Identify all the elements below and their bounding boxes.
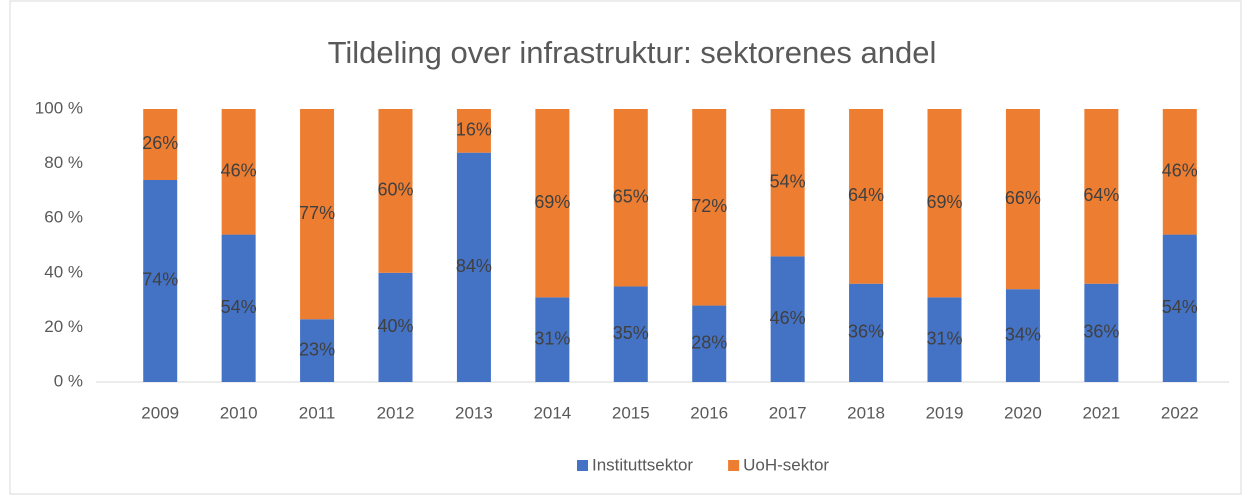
bar-segment bbox=[143, 179, 178, 382]
bar-segment bbox=[1005, 109, 1040, 290]
bar-segment bbox=[300, 319, 335, 382]
x-tick-label: 2017 bbox=[769, 403, 807, 422]
data-label: 16% bbox=[456, 120, 492, 140]
y-tick-label: 80 % bbox=[44, 153, 83, 172]
x-tick-label: 2018 bbox=[847, 403, 885, 422]
x-tick-label: 2020 bbox=[1004, 403, 1042, 422]
x-tick-label: 2021 bbox=[1082, 403, 1120, 422]
bar-segment bbox=[1162, 109, 1197, 235]
x-tick-label: 2016 bbox=[690, 403, 728, 422]
bar-segment bbox=[770, 109, 805, 257]
x-tick-label: 2019 bbox=[926, 403, 964, 422]
bar-segment bbox=[456, 152, 491, 382]
data-label: 64% bbox=[1083, 185, 1119, 205]
data-label: 66% bbox=[1005, 188, 1041, 208]
bar-segment bbox=[927, 297, 962, 382]
bar-segment bbox=[770, 256, 805, 382]
bar-segment bbox=[692, 305, 727, 382]
bar-segment bbox=[378, 272, 413, 382]
data-label: 69% bbox=[926, 192, 962, 212]
data-label: 31% bbox=[534, 328, 570, 348]
bar-segment bbox=[849, 109, 884, 284]
data-label: 46% bbox=[221, 161, 257, 181]
bar-segment bbox=[613, 286, 648, 382]
bar-segment bbox=[300, 109, 335, 320]
data-label: 35% bbox=[613, 323, 649, 343]
y-tick-label: 60 % bbox=[44, 208, 83, 227]
bar-segment bbox=[535, 109, 570, 298]
x-tick-label: 2013 bbox=[455, 403, 493, 422]
data-label: 40% bbox=[377, 316, 413, 336]
x-tick-label: 2010 bbox=[220, 403, 258, 422]
x-tick-label: 2022 bbox=[1161, 403, 1199, 422]
x-tick-label: 2015 bbox=[612, 403, 650, 422]
bar-segment bbox=[927, 109, 962, 298]
data-label: 84% bbox=[456, 256, 492, 276]
data-label: 31% bbox=[926, 328, 962, 348]
bar-segment bbox=[143, 109, 178, 180]
data-label: 23% bbox=[299, 339, 335, 359]
y-tick-label: 40 % bbox=[44, 262, 83, 281]
data-label: 64% bbox=[848, 185, 884, 205]
data-label: 26% bbox=[142, 133, 178, 153]
bar-segment bbox=[535, 297, 570, 382]
data-label: 72% bbox=[691, 196, 727, 216]
data-label: 69% bbox=[534, 192, 570, 212]
bar-segment bbox=[456, 109, 491, 153]
legend-label: Instituttsektor bbox=[592, 455, 693, 474]
bar-segment bbox=[1084, 109, 1119, 284]
legend-label: UoH-sektor bbox=[743, 455, 829, 474]
data-label: 74% bbox=[142, 270, 178, 290]
bar-segment bbox=[692, 109, 727, 306]
bar-segment bbox=[221, 234, 256, 382]
bar-segment bbox=[221, 109, 256, 235]
data-label: 34% bbox=[1005, 324, 1041, 344]
data-label: 65% bbox=[613, 186, 649, 206]
x-tick-label: 2012 bbox=[377, 403, 415, 422]
y-tick-label: 20 % bbox=[44, 317, 83, 336]
bar-segment bbox=[1162, 234, 1197, 382]
data-label: 46% bbox=[770, 308, 806, 328]
data-label: 60% bbox=[377, 180, 413, 200]
x-tick-label: 2009 bbox=[141, 403, 179, 422]
data-label: 54% bbox=[221, 297, 257, 317]
bar-segment bbox=[1005, 289, 1040, 382]
data-label: 46% bbox=[1162, 161, 1198, 181]
data-label: 28% bbox=[691, 333, 727, 353]
bar-segment bbox=[849, 283, 884, 382]
chart-title: Tildeling over infrastruktur: sektorenes… bbox=[328, 35, 937, 70]
y-tick-label: 100 % bbox=[35, 98, 83, 117]
bar-segment bbox=[613, 109, 648, 287]
x-tick-label: 2014 bbox=[533, 403, 571, 422]
bar-segment bbox=[378, 109, 413, 273]
x-tick-label: 2011 bbox=[299, 403, 336, 422]
data-label: 36% bbox=[1083, 322, 1119, 342]
data-label: 77% bbox=[299, 203, 335, 223]
data-label: 54% bbox=[770, 171, 806, 191]
legend-swatch bbox=[577, 460, 588, 471]
y-tick-label: 0 % bbox=[54, 371, 83, 390]
data-label: 36% bbox=[848, 322, 884, 342]
legend-swatch bbox=[728, 460, 740, 471]
data-label: 54% bbox=[1162, 297, 1198, 317]
bar-segment bbox=[1084, 283, 1119, 382]
